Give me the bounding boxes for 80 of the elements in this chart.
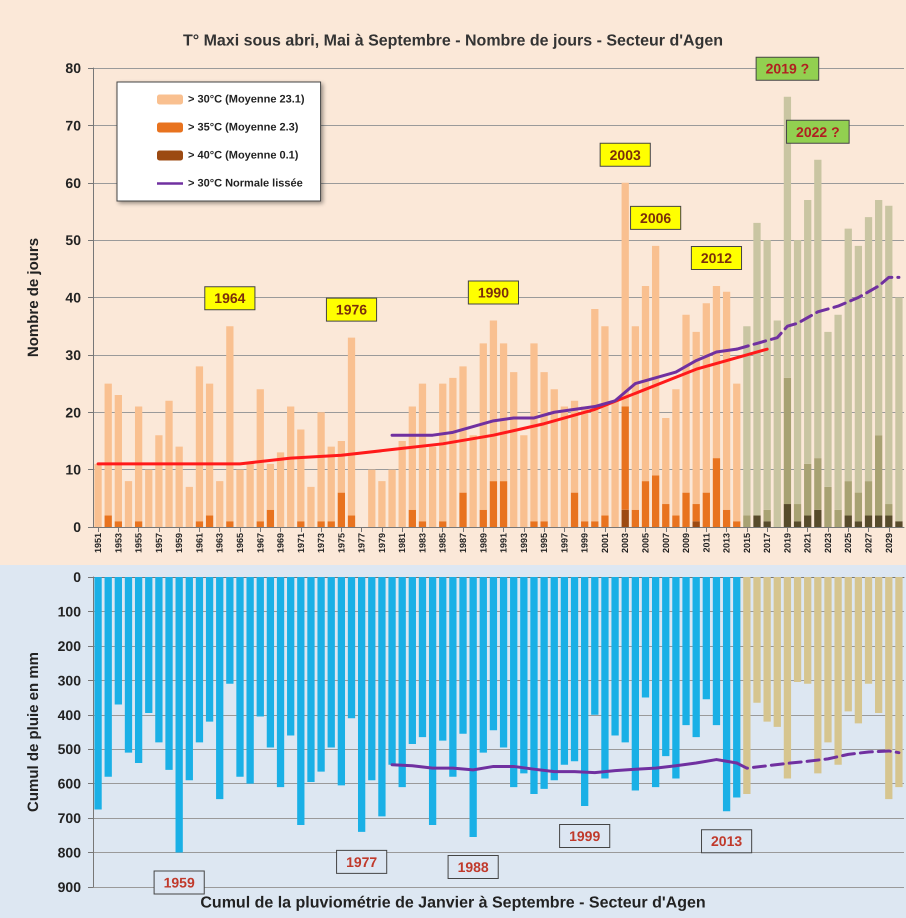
annotation: 1976 (336, 302, 368, 318)
y-axis-title: Cumul de pluie en mm (25, 652, 42, 812)
x-tick-label: 1953 (113, 533, 124, 554)
x-tick-label: 2027 (864, 533, 874, 554)
x-tick-label: 1963 (214, 533, 225, 554)
y-tick-label: 80 (65, 60, 82, 76)
x-tick-label: 2013 (722, 533, 732, 554)
x-tick-label: 1999 (580, 533, 590, 554)
y-tick-label: 700 (58, 810, 82, 826)
x-tick-label: 1971 (296, 533, 306, 554)
x-tick-label: 2019 (782, 533, 792, 554)
y-tick-label: 10 (65, 462, 82, 478)
x-tick-label: 1975 (336, 533, 346, 554)
x-tick-label: 1969 (276, 533, 286, 554)
x-tick-label: 1957 (154, 533, 164, 554)
annotation: 1977 (346, 854, 378, 870)
x-tick-label: 2017 (762, 533, 772, 554)
x-tick-label: 1985 (438, 533, 448, 554)
x-tick-label: 2021 (802, 533, 813, 554)
x-tick-label: 1981 (397, 533, 408, 554)
y-tick-label: 50 (65, 232, 82, 248)
annotation: 1988 (458, 859, 489, 876)
y-tick-label: 800 (58, 844, 82, 861)
x-tick-label: 2011 (701, 533, 712, 553)
y-tick-label: 60 (65, 174, 82, 191)
x-tick-label: 2001 (600, 533, 610, 554)
x-tick-label: 2029 (884, 533, 894, 554)
annotation: 2013 (711, 833, 742, 850)
x-tick-label: 1997 (559, 533, 570, 554)
x-tick-label: 1955 (134, 533, 144, 554)
legend-label: > 30°C (Moyenne 23.1) (188, 94, 305, 106)
y-tick-label: 300 (58, 672, 82, 688)
y-tick-label: 20 (65, 404, 82, 420)
annotation: 2019 ? (766, 60, 810, 77)
x-tick-label: 2007 (660, 533, 671, 554)
x-axis-title: Cumul de la pluviométrie de Janvier à Septembre - Secteur d'Agen (200, 894, 706, 912)
annotation: 2012 (700, 250, 732, 266)
x-tick-label: 1989 (478, 533, 488, 554)
y-tick-label: 30 (65, 346, 82, 363)
legend-label: > 40°C (Moyenne 0.1) (188, 150, 299, 162)
x-tick-label: 1951 (93, 533, 104, 554)
annotation: 1999 (569, 828, 600, 844)
legend-label: > 35°C (Moyenne 2.3) (188, 122, 299, 134)
annotation: 2006 (640, 210, 672, 226)
x-tick-label: 2005 (640, 533, 650, 554)
x-tick-label: 1995 (539, 533, 550, 554)
x-tick-label: 1959 (174, 533, 184, 554)
annotation: 2022 ? (796, 124, 840, 140)
annotation: 1959 (164, 874, 195, 891)
y-tick-label: 100 (58, 603, 82, 620)
x-tick-label: 1991 (498, 533, 509, 554)
x-tick-label: 1965 (234, 533, 245, 554)
annotation: 2003 (610, 146, 641, 163)
x-tick-label: 2025 (843, 533, 854, 554)
y-axis-title: Nombre de jours (25, 238, 42, 358)
y-tick-label: 70 (65, 117, 82, 134)
annotation: 1990 (478, 284, 510, 300)
x-tick-label: 2015 (742, 533, 752, 554)
x-tick-label: 2023 (822, 533, 833, 554)
x-tick-label: 1961 (194, 533, 204, 554)
y-tick-label: 400 (58, 706, 82, 723)
y-tick-label: 40 (65, 290, 82, 306)
x-tick-label: 1973 (316, 533, 326, 554)
y-tick-label: 500 (58, 741, 82, 758)
x-tick-label: 2009 (681, 533, 692, 554)
legend-label: > 30°C Normale lissée (188, 178, 303, 190)
x-tick-label: 2003 (620, 533, 630, 554)
y-tick-label: 600 (58, 776, 82, 792)
x-tick-label: 1993 (518, 533, 529, 554)
y-tick-label: 200 (58, 638, 82, 654)
annotation: 1964 (214, 290, 246, 306)
y-tick-label: 900 (58, 879, 82, 895)
x-tick-label: 1977 (356, 533, 367, 554)
x-tick-label: 1979 (376, 533, 387, 554)
x-tick-label: 1967 (255, 533, 266, 554)
x-tick-label: 1983 (417, 533, 428, 554)
x-tick-label: 1987 (458, 533, 468, 554)
y-tick-label: 0 (73, 519, 82, 535)
chart-title: T° Maxi sous abri, Mai à Septembre - Nombre de jours - Secteur d'Agen (182, 32, 724, 50)
y-tick-label: 0 (73, 569, 82, 585)
